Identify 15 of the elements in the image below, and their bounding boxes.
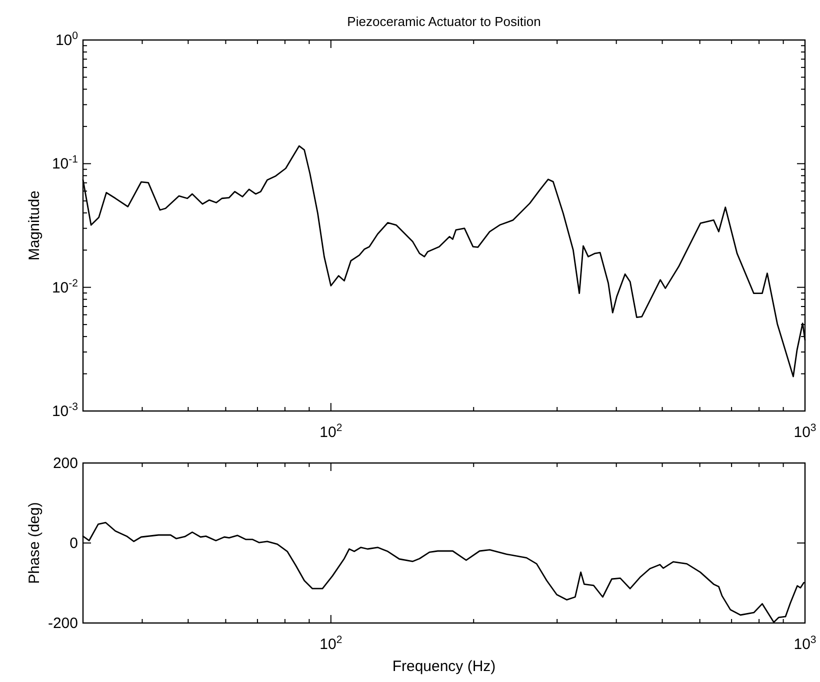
- y-axis-title: Magnitude: [26, 190, 43, 261]
- y-tick-label: 10$^{-3}$: [52, 401, 78, 420]
- x-axis-title: Frequency (Hz): [392, 658, 496, 675]
- y-tick-label: 200: [52, 455, 78, 472]
- y-tick-label: 0: [70, 535, 78, 552]
- x-tick-label: 10$^{2}$: [320, 634, 342, 653]
- x-tick-label: 10$^{3}$: [794, 422, 816, 441]
- chart-title: Piezoceramic Actuator to Position: [347, 14, 541, 29]
- y-axis-title: Phase (deg): [26, 502, 43, 584]
- x-tick-label: 10$^{2}$: [320, 422, 342, 441]
- y-tick-label: 10$^{0}$: [55, 30, 78, 49]
- y-tick-label: 10$^{-1}$: [52, 154, 78, 173]
- x-tick-label: 10$^{3}$: [794, 634, 816, 653]
- y-tick-label: -200: [48, 615, 78, 632]
- y-tick-label: 10$^{-2}$: [52, 277, 78, 296]
